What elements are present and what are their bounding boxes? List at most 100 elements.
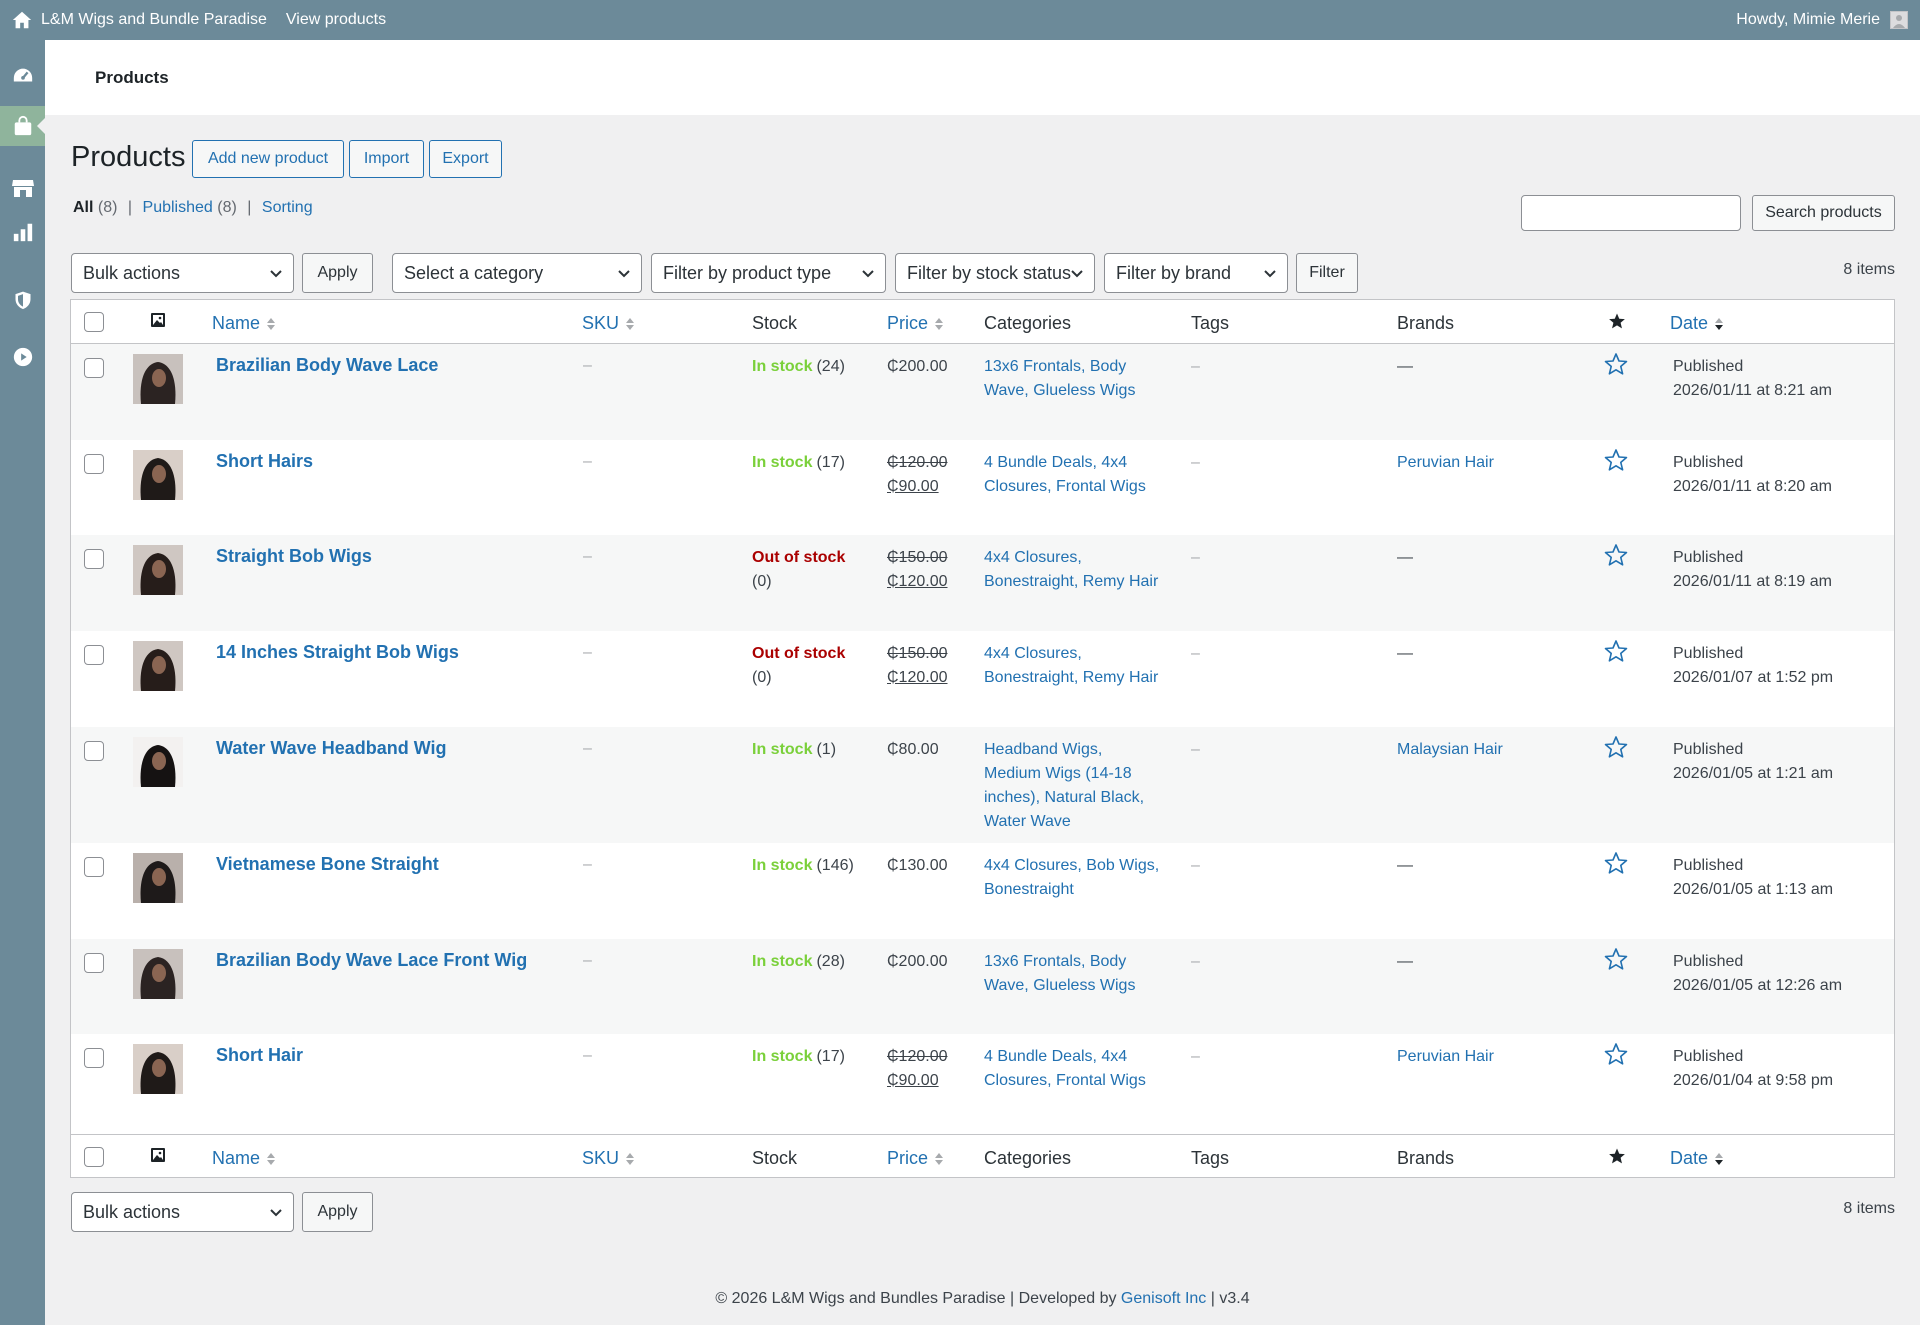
category-link[interactable]: 13x6 Frontals, Body <box>984 358 1127 375</box>
column-price[interactable]: Price <box>887 313 944 334</box>
category-link[interactable]: Closures, Frontal Wigs <box>984 478 1146 495</box>
product-thumbnail[interactable] <box>133 853 183 903</box>
view-products-link[interactable]: View products <box>285 11 387 28</box>
row-checkbox[interactable] <box>84 857 104 877</box>
menu-security[interactable] <box>0 280 45 320</box>
bulk-actions-select-bottom[interactable]: Bulk actions <box>71 1192 294 1232</box>
column-sku[interactable]: SKU <box>582 313 635 334</box>
column-date[interactable]: Date <box>1670 313 1724 334</box>
featured-star-icon[interactable] <box>1604 448 1628 480</box>
category-link[interactable]: Water Wave <box>984 813 1071 830</box>
menu-analytics[interactable] <box>0 212 45 252</box>
brand-value[interactable]: Peruvian Hair <box>1397 1048 1494 1065</box>
featured-star-icon[interactable] <box>1604 1042 1628 1074</box>
search-products-button[interactable]: Search products <box>1752 195 1895 231</box>
select-all-checkbox[interactable] <box>84 312 104 332</box>
bulk-actions-select[interactable]: Bulk actions <box>71 253 294 293</box>
category-link[interactable]: Wave, Glueless Wigs <box>984 382 1136 399</box>
product-type-select[interactable]: Filter by product type <box>651 253 886 293</box>
category-link[interactable]: Wave, Glueless Wigs <box>984 977 1136 994</box>
product-thumbnail[interactable] <box>133 949 183 999</box>
avatar[interactable] <box>1890 11 1908 29</box>
import-button[interactable]: Import <box>349 140 424 178</box>
add-new-product-button[interactable]: Add new product <box>192 140 344 178</box>
date-cell: Published 2026/01/05 at 1:13 am <box>1673 854 1833 902</box>
apply-button[interactable]: Apply <box>302 253 373 293</box>
category-link[interactable]: 4 Bundle Deals, 4x4 <box>984 1048 1128 1065</box>
table-row: Vietnamese Bone Straight – In stock (146) ₵1… <box>71 843 1894 939</box>
category-link[interactable]: 4x4 Closures, <box>984 549 1082 566</box>
menu-store[interactable] <box>0 168 45 208</box>
row-checkbox[interactable] <box>84 549 104 569</box>
featured-star-icon[interactable] <box>1604 851 1628 883</box>
stock-qty: (1) <box>816 741 837 758</box>
menu-products[interactable] <box>0 106 45 146</box>
row-checkbox[interactable] <box>84 1048 104 1068</box>
category-link[interactable]: Closures, Frontal Wigs <box>984 1072 1146 1089</box>
product-thumbnail[interactable] <box>133 1044 183 1094</box>
category-link[interactable]: Bonestraight, Remy Hair <box>984 669 1159 686</box>
export-button[interactable]: Export <box>429 140 502 178</box>
category-link[interactable]: 4x4 Closures, <box>984 645 1082 662</box>
category-link[interactable]: inches), Natural Black, <box>984 789 1145 806</box>
product-name-link[interactable]: Brazilian Body Wave Lace Front Wig <box>216 950 528 970</box>
category-link[interactable]: Medium Wigs (14-18 <box>984 765 1132 782</box>
category-link[interactable]: 13x6 Frontals, Body <box>984 953 1127 970</box>
footer-column-name[interactable]: Name <box>212 1148 276 1169</box>
filter-all[interactable]: All <box>73 199 94 216</box>
stock-status-select[interactable]: Filter by stock status <box>895 253 1095 293</box>
footer-column-date[interactable]: Date <box>1670 1148 1724 1169</box>
featured-star-icon[interactable] <box>1604 543 1628 575</box>
row-checkbox[interactable] <box>84 741 104 761</box>
product-name-link[interactable]: Short Hairs <box>216 451 314 471</box>
search-input[interactable] <box>1521 195 1741 231</box>
product-thumbnail[interactable] <box>133 545 183 595</box>
footer-column-price[interactable]: Price <box>887 1148 944 1169</box>
stock-cell: Out of stock (0) <box>752 546 862 594</box>
site-name-link[interactable]: L&M Wigs and Bundle Paradise <box>41 11 267 28</box>
featured-star-icon[interactable] <box>1604 639 1628 671</box>
developer-link[interactable]: Genisoft Inc <box>1120 1290 1207 1307</box>
product-thumbnail[interactable] <box>133 641 183 691</box>
category-link[interactable]: Bonestraight <box>984 881 1074 898</box>
category-link[interactable]: 4 Bundle Deals, 4x4 <box>984 454 1128 471</box>
date-cell: Published 2026/01/05 at 12:26 am <box>1673 950 1842 998</box>
menu-dashboard[interactable] <box>0 56 45 96</box>
product-thumbnail[interactable] <box>133 450 183 500</box>
home-icon[interactable] <box>11 9 33 31</box>
product-name-link[interactable]: Short Hair <box>216 1045 304 1065</box>
column-name[interactable]: Name <box>212 313 276 334</box>
footer-column-tags: Tags <box>1191 1148 1229 1169</box>
row-checkbox[interactable] <box>84 358 104 378</box>
featured-star-icon[interactable] <box>1604 735 1628 767</box>
product-name-link[interactable]: Vietnamese Bone Straight <box>216 854 439 874</box>
category-link[interactable]: Bonestraight, Remy Hair <box>984 573 1159 590</box>
featured-star-icon[interactable] <box>1604 352 1628 384</box>
menu-media[interactable] <box>0 337 45 377</box>
brand-value[interactable]: Peruvian Hair <box>1397 454 1494 471</box>
row-checkbox[interactable] <box>84 953 104 973</box>
category-link[interactable]: Headband Wigs, <box>984 741 1103 758</box>
brand-select[interactable]: Filter by brand <box>1104 253 1288 293</box>
apply-button-bottom[interactable]: Apply <box>302 1192 373 1232</box>
product-thumbnail[interactable] <box>133 737 183 787</box>
footer-column-sku[interactable]: SKU <box>582 1148 635 1169</box>
product-name-link[interactable]: Straight Bob Wigs <box>216 546 372 566</box>
product-name-link[interactable]: 14 Inches Straight Bob Wigs <box>216 642 459 662</box>
brand-value[interactable]: Malaysian Hair <box>1397 741 1503 758</box>
featured-star-icon[interactable] <box>1604 947 1628 979</box>
product-name-link[interactable]: Brazilian Body Wave Lace <box>216 355 439 375</box>
filter-sorting[interactable]: Sorting <box>261 199 313 216</box>
category-link[interactable]: 4x4 Closures, Bob Wigs, <box>984 857 1160 874</box>
howdy-user[interactable]: Howdy, Mimie Merie <box>1736 11 1880 28</box>
sku-value: – <box>583 952 592 969</box>
product-name-link[interactable]: Water Wave Headband Wig <box>216 738 447 758</box>
footer-select-all-checkbox[interactable] <box>84 1147 104 1167</box>
stock-cell: In stock (24) <box>752 355 862 379</box>
row-checkbox[interactable] <box>84 645 104 665</box>
filter-button[interactable]: Filter <box>1296 253 1358 293</box>
filter-published[interactable]: Published <box>142 199 213 216</box>
product-thumbnail[interactable] <box>133 354 183 404</box>
row-checkbox[interactable] <box>84 454 104 474</box>
category-select[interactable]: Select a category <box>392 253 642 293</box>
